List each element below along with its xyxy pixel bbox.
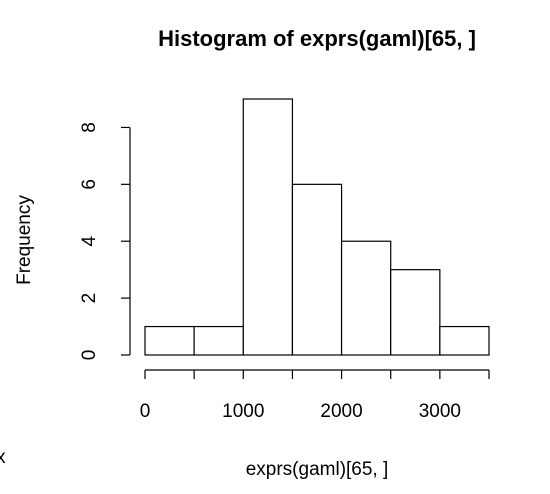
bar [291,183,343,356]
x-tick-label: 3000 [419,401,461,422]
y-tick-label: 2 [79,293,100,304]
bar [439,325,490,356]
y-tick-label: 4 [79,236,100,247]
x-tick-label: 1000 [222,401,264,422]
x-axis-label: exprs(gaml)[65, ] [246,459,389,480]
bar [193,325,244,356]
bar [144,325,195,356]
bar [340,240,392,356]
chart-title: Histogram of exprs(gaml)[65, ] [158,26,476,51]
bar [390,269,441,356]
annotation: x [0,447,6,468]
y-tick-label: 6 [79,179,100,190]
x-tick-label: 0 [140,401,151,422]
bar [242,98,294,356]
y-tick-label: 8 [79,122,100,133]
x-tick-label: 2000 [320,401,362,422]
y-axis-label: Frequency [14,195,35,285]
y-tick-label: 0 [79,350,100,361]
